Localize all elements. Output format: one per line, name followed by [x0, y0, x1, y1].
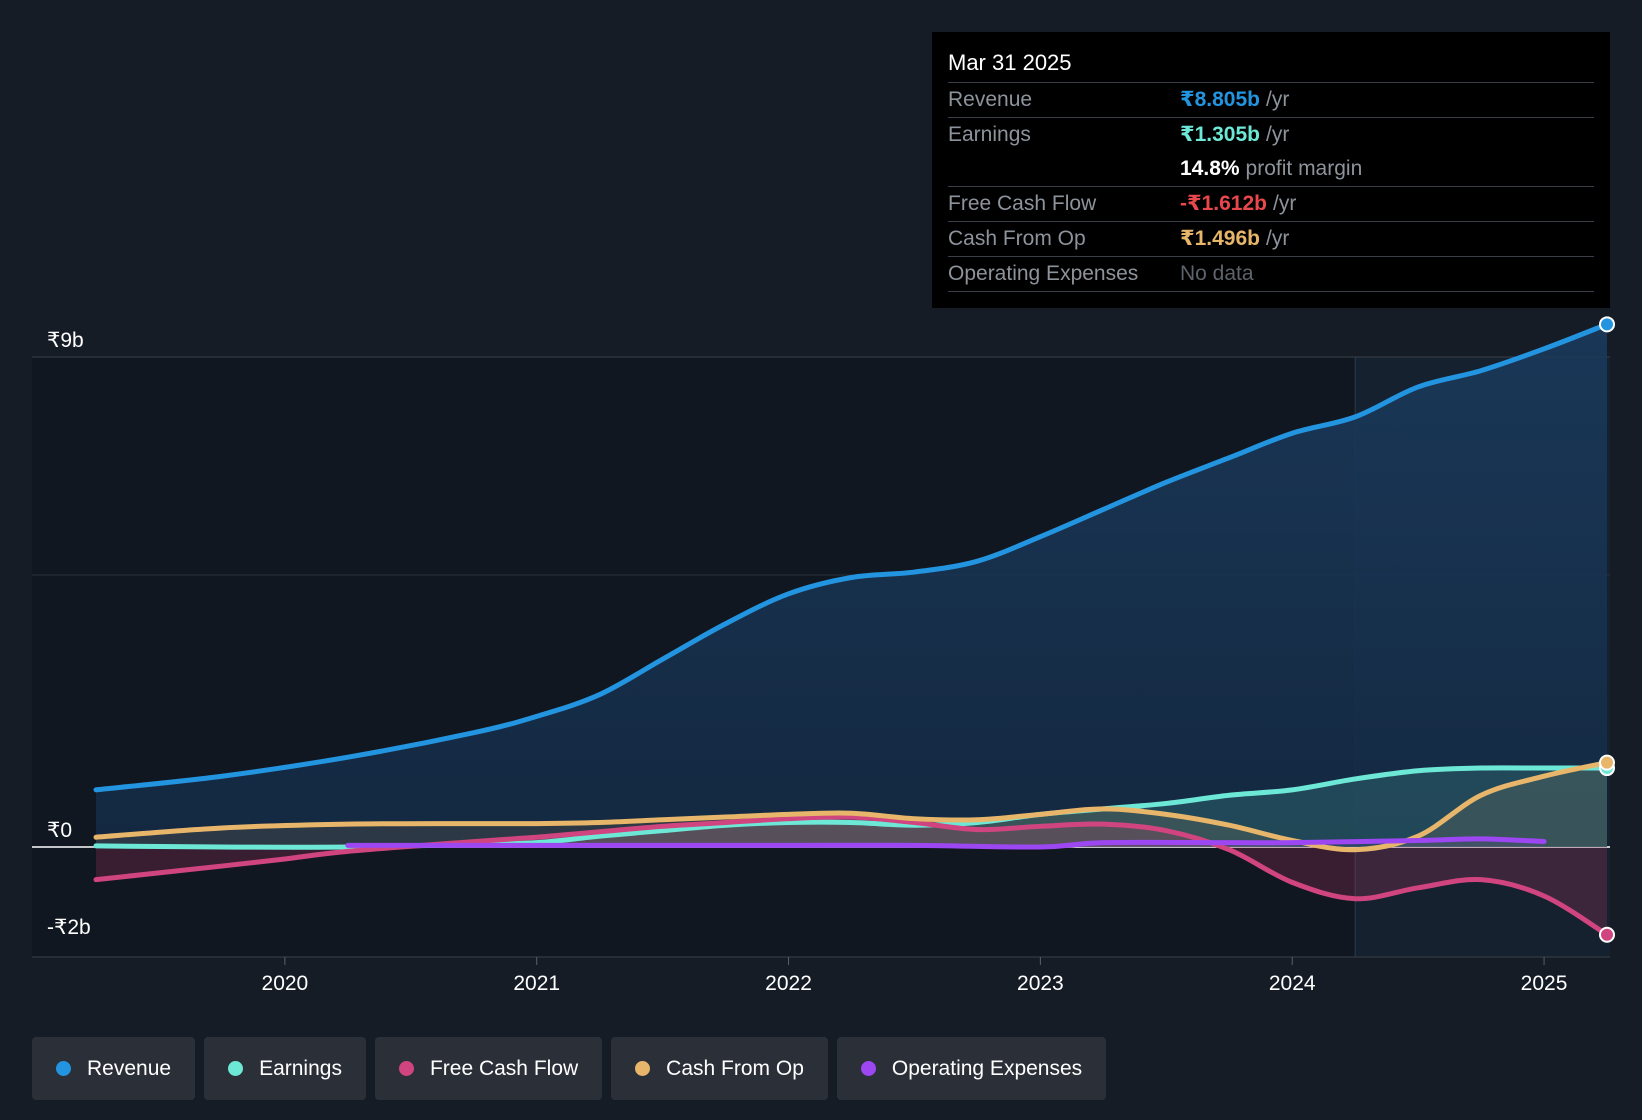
x-tick-label: 2022 [765, 972, 812, 995]
tooltip-row-value: 14.8% [1180, 157, 1240, 180]
tooltip-row-label: Revenue [948, 88, 1033, 111]
tooltip-panel: Mar 31 2025 Revenue ₹8.805b/yr Earnings ₹1.… [932, 32, 1610, 308]
legend-dot-icon [398, 1061, 414, 1076]
tooltip-row-value: -₹1.612b [1180, 192, 1267, 215]
x-tick-label: 2023 [1017, 972, 1064, 995]
tooltip-row: Revenue ₹8.805b/yr [948, 83, 1594, 118]
legend-item-free-cash-flow[interactable]: Free Cash Flow [374, 1037, 603, 1100]
cash-from-op-line [93, 760, 1610, 853]
operating-expenses-line [345, 836, 1547, 850]
legend-dot-icon [635, 1061, 651, 1076]
cash-from-op-area [96, 762, 1607, 850]
tooltip-row-label: Cash From Op [948, 227, 1086, 250]
tooltip-row-label: Free Cash Flow [948, 192, 1097, 215]
revenue-area [96, 324, 1607, 847]
tooltip-row: Operating Expenses No data [948, 257, 1594, 292]
legend-label: Cash From Op [666, 1056, 804, 1080]
x-tick-label: 2025 [1521, 972, 1568, 995]
tooltip-row-unit: /yr [1266, 227, 1290, 250]
tooltip-row-unit: /yr [1272, 192, 1297, 215]
cash-from-op-end-marker [1599, 754, 1615, 771]
tooltip-row: Earnings ₹1.305b/yr [948, 118, 1594, 152]
free-cash-flow-end-marker [1599, 926, 1615, 943]
tooltip-row-label: Operating Expenses [948, 262, 1139, 285]
legend-item-revenue[interactable]: Revenue [32, 1037, 196, 1100]
legend-label: Earnings [259, 1056, 342, 1080]
tooltip-row-unit: /yr [1266, 123, 1290, 146]
tooltip-row-unit: /yr [1266, 88, 1290, 111]
tooltip-row: Cash From Op ₹1.496b/yr [948, 222, 1594, 257]
legend-dot-icon [56, 1061, 71, 1076]
revenue-line [93, 321, 1610, 793]
legend-item-cash-from-op[interactable]: Cash From Op [611, 1037, 828, 1100]
legend-dot-icon [860, 1061, 876, 1076]
tooltip-row-label: Earnings [948, 123, 1031, 146]
tooltip-row: 14.8% profit margin [948, 152, 1594, 187]
revenue-end-marker [1599, 316, 1615, 333]
tooltip-row: Free Cash Flow -₹1.612b/yr [948, 187, 1594, 222]
x-tick-label: 2020 [262, 972, 309, 995]
tooltip-row-value: ₹1.496b [1180, 227, 1260, 250]
tooltip-row-label [948, 152, 1180, 186]
legend-label: Free Cash Flow [429, 1056, 579, 1080]
legend-label: Revenue [87, 1056, 172, 1080]
y-tick-label: -₹2b [47, 916, 91, 939]
legend-item-earnings[interactable]: Earnings [204, 1037, 366, 1100]
tooltip-row-value: No data [1180, 262, 1254, 285]
legend-dot-icon [228, 1061, 244, 1076]
tooltip-date: Mar 31 2025 [948, 44, 1594, 83]
legend-label: Operating Expenses [891, 1056, 1083, 1080]
free-cash-flow-line [93, 814, 1610, 938]
y-tick-label: ₹0 [47, 819, 72, 842]
legend: Revenue Earnings Free Cash Flow Cash From O… [32, 1037, 1107, 1100]
tooltip-row-unit: profit margin [1245, 157, 1363, 180]
tooltip-row-value: ₹1.305b [1180, 123, 1260, 146]
tooltip-row-value: ₹8.805b [1180, 88, 1260, 111]
x-tick-label: 2024 [1269, 972, 1316, 995]
y-tick-label: ₹9b [47, 329, 84, 352]
x-tick-label: 2021 [513, 972, 560, 995]
legend-item-operating-expenses[interactable]: Operating Expenses [836, 1037, 1107, 1100]
